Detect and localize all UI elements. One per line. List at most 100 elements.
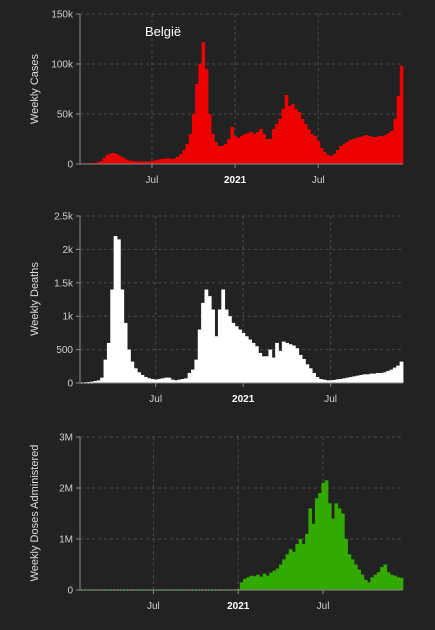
cases-bar <box>329 156 334 164</box>
cases-chart-title: België <box>145 24 181 39</box>
deaths-bar <box>268 349 273 383</box>
cases-bar <box>201 42 206 164</box>
cases-bar <box>271 129 276 164</box>
deaths-bar <box>217 309 222 383</box>
deaths-bar <box>396 365 401 383</box>
cases-bar <box>179 154 183 164</box>
cases-bar <box>249 132 254 164</box>
deaths-bar <box>352 376 357 383</box>
doses-bar <box>327 503 332 590</box>
cases-ytick-label: 150k <box>51 10 74 21</box>
weekly-doses-chart: 0 1M 2M 3M Jul 2021 Jul Weekly Doses Administer… <box>29 433 404 612</box>
cases-bar <box>335 150 340 164</box>
deaths-bar <box>298 354 303 383</box>
weekly-deaths-chart: 0 500 1k 1.5k 2k 2.5k Jul 2021 Jul Weekly Deaths <box>29 212 404 405</box>
cases-bar <box>230 127 234 164</box>
deaths-bar <box>154 379 158 383</box>
cases-y-axis-label: Weekly Cases <box>29 53 41 124</box>
doses-bar <box>344 539 348 590</box>
cases-bar <box>105 155 110 164</box>
doses-bar <box>262 573 267 590</box>
doses-bar <box>360 574 365 590</box>
cases-bar <box>371 137 375 164</box>
deaths-ytick-label: 500 <box>56 345 73 356</box>
cases-bar <box>198 64 202 164</box>
cases-bar <box>124 159 129 164</box>
cases-bar <box>291 104 295 164</box>
cases-bar <box>358 137 362 164</box>
cases-bar <box>236 138 241 164</box>
cases-bar <box>169 159 174 164</box>
doses-ytick-label: 3M <box>59 433 73 444</box>
deaths-bar <box>221 289 226 383</box>
cases-bar <box>351 139 356 164</box>
deaths-bar <box>197 329 202 383</box>
cases-bar <box>111 153 116 164</box>
deaths-bar <box>345 377 350 383</box>
doses-bar <box>393 575 397 590</box>
cases-bar <box>262 134 266 164</box>
cases-bar <box>367 136 372 164</box>
doses-bar <box>383 564 388 590</box>
doses-ytick-label: 1M <box>59 535 73 546</box>
doses-bar <box>376 572 381 590</box>
cases-bar <box>172 158 177 164</box>
deaths-bar <box>241 332 246 383</box>
deaths-bar <box>328 380 333 383</box>
deaths-bar <box>234 326 239 383</box>
deaths-bar <box>100 377 104 383</box>
deaths-bar <box>113 236 118 383</box>
deaths-bar <box>248 339 252 383</box>
cases-bar <box>396 96 401 164</box>
doses-xtick-label: 2021 <box>227 601 250 612</box>
cases-bar <box>361 136 366 164</box>
deaths-bar <box>231 322 236 383</box>
cases-bar <box>326 155 330 164</box>
deaths-bar <box>305 364 310 383</box>
doses-bar <box>272 570 277 590</box>
deaths-xtick-label: 2021 <box>232 394 255 405</box>
cases-bar <box>345 142 350 164</box>
doses-xtick-label: Jul <box>147 601 160 612</box>
deaths-ytick-label: 0 <box>67 379 73 390</box>
deaths-bar <box>335 379 340 383</box>
cases-bar <box>163 158 167 164</box>
deaths-ytick-label: 2.5k <box>54 212 74 223</box>
doses-bar <box>324 480 329 590</box>
deaths-bar <box>362 374 367 383</box>
doses-bar <box>252 576 257 590</box>
cases-bar <box>150 161 154 164</box>
doses-ytick-label: 2M <box>59 484 73 495</box>
deaths-bar <box>386 370 390 383</box>
cases-bar <box>281 109 286 164</box>
doses-bar <box>337 508 342 590</box>
cases-bar <box>243 134 247 164</box>
cases-bar <box>191 114 196 164</box>
cases-bar <box>214 142 218 164</box>
deaths-bar <box>224 309 229 383</box>
cases-bar <box>364 135 369 164</box>
cases-bar <box>137 161 142 164</box>
cases-bar <box>310 134 314 164</box>
doses-bar <box>389 574 394 590</box>
cases-bar <box>294 109 298 164</box>
deaths-bar <box>170 379 175 383</box>
deaths-bar <box>167 377 172 383</box>
cases-bar <box>204 69 209 164</box>
cases-ytick-label: 0 <box>67 160 73 171</box>
cases-bar <box>278 119 282 164</box>
deaths-bar <box>308 368 313 383</box>
deaths-bar <box>355 375 360 383</box>
deaths-bar <box>130 361 135 383</box>
doses-bar <box>354 564 358 590</box>
doses-bar <box>311 523 316 590</box>
deaths-bar <box>399 361 404 383</box>
cases-bar <box>207 114 212 164</box>
doses-bar <box>256 574 260 590</box>
cases-bar <box>399 66 404 164</box>
deaths-bar <box>369 373 374 383</box>
doses-bar <box>292 551 296 590</box>
deaths-bar <box>281 341 286 383</box>
deaths-bar <box>339 378 343 383</box>
